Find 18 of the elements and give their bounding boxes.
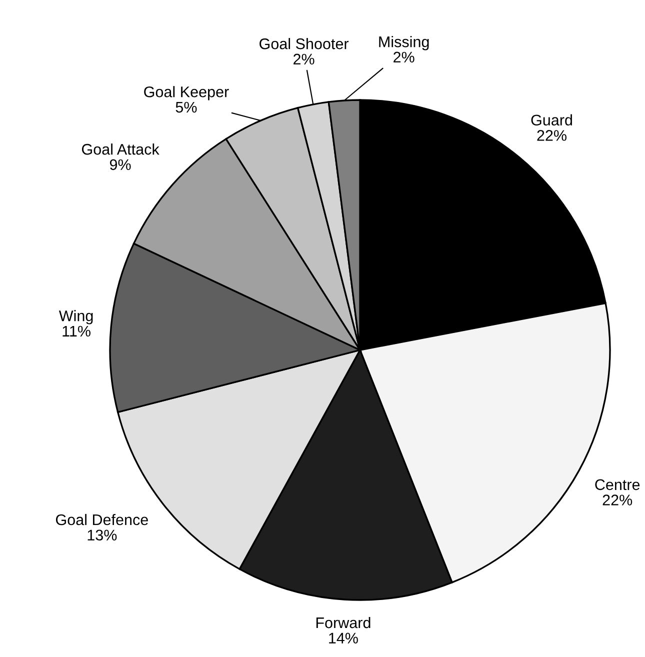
data-label: 14% [329, 632, 358, 644]
slice-label: Goal Defence [56, 514, 148, 526]
slice-label: Forward [316, 616, 370, 628]
slice-label: Goal Shooter [260, 38, 349, 50]
slice-label: Goal Attack [82, 144, 160, 155]
data-label: 5% [176, 102, 197, 113]
slice-label: Guard [531, 114, 572, 126]
data-label: 11% [62, 326, 90, 337]
data-label: 22% [537, 130, 566, 141]
slice-label: Missing [379, 36, 429, 50]
data-label: 9% [110, 159, 131, 170]
slice-label: Goal Keeper [144, 86, 229, 100]
data-label: 2% [294, 54, 314, 65]
data-label: 13% [88, 530, 117, 541]
data-label: 22% [602, 494, 632, 506]
slice-label: Wing [58, 310, 93, 324]
data-label: 2% [394, 52, 414, 63]
slice-label: Centre [595, 479, 640, 490]
